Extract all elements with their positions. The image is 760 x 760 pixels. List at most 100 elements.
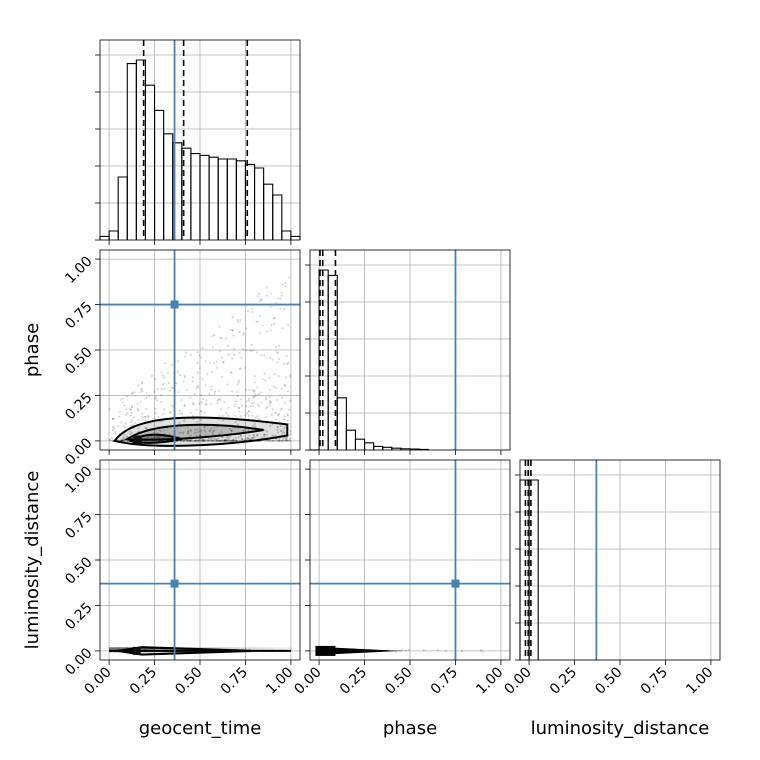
sample-point (188, 439, 191, 442)
sample-point (153, 431, 156, 434)
sample-point (180, 431, 183, 434)
sample-point (271, 439, 274, 442)
sample-point (246, 438, 249, 441)
sample-point (400, 649, 403, 652)
sample-point (156, 388, 159, 391)
sample-point (120, 439, 123, 442)
sample-point (182, 380, 185, 383)
sample-point (203, 439, 206, 442)
sample-point (217, 389, 220, 392)
sample-point (268, 404, 271, 407)
sample-point (251, 307, 254, 310)
sample-point (271, 358, 274, 361)
sample-point (461, 649, 464, 652)
sample-point (256, 433, 259, 436)
sample-point (198, 367, 201, 370)
sample-point (198, 354, 201, 357)
sample-point (280, 294, 283, 297)
sample-point (163, 429, 166, 432)
sample-point (213, 439, 216, 442)
sample-point (211, 346, 214, 349)
sample-point (247, 414, 250, 417)
sample-point (233, 414, 236, 417)
sample-point (210, 427, 213, 430)
sample-point (277, 439, 280, 442)
sample-point (199, 434, 202, 437)
sample-point (233, 439, 236, 442)
sample-point (273, 373, 276, 376)
sample-point (111, 425, 114, 428)
sample-point (155, 395, 158, 398)
sample-point (247, 429, 250, 432)
sample-point (281, 432, 284, 435)
sample-point (197, 439, 200, 442)
sample-point (141, 381, 144, 384)
sample-point (285, 355, 288, 358)
y-axis-label: luminosity_distance (22, 471, 43, 650)
sample-point (231, 439, 234, 442)
sample-point (280, 387, 283, 390)
sample-point (187, 430, 190, 433)
sample-point (119, 398, 122, 401)
sample-point (225, 412, 228, 415)
sample-point (223, 439, 226, 442)
sample-point (215, 437, 218, 440)
sample-point (137, 427, 140, 430)
sample-point (230, 372, 233, 375)
sample-point (189, 353, 192, 356)
sample-point (283, 307, 286, 310)
sample-point (273, 322, 276, 325)
sample-point (268, 439, 271, 442)
sample-point (204, 384, 207, 387)
sample-point (121, 438, 124, 441)
sample-point (233, 439, 236, 442)
sample-point (230, 371, 233, 374)
sample-point (253, 381, 256, 384)
sample-point (258, 418, 261, 421)
sample-point (144, 415, 147, 418)
sample-point (162, 408, 165, 411)
sample-point (283, 384, 286, 387)
sample-point (253, 436, 256, 439)
sample-point (265, 396, 268, 399)
sample-point (270, 413, 273, 416)
sample-point (213, 362, 216, 365)
sample-point (191, 439, 194, 442)
sample-point (223, 439, 226, 442)
sample-point (131, 424, 134, 427)
sample-point (283, 426, 286, 429)
sample-point (240, 404, 243, 407)
sample-point (189, 439, 192, 442)
sample-point (224, 439, 227, 442)
sample-point (255, 320, 258, 323)
sample-point (181, 439, 184, 442)
sample-point (236, 422, 239, 425)
sample-point (213, 437, 216, 440)
sample-point (258, 331, 261, 334)
sample-point (232, 439, 235, 442)
sample-point (242, 348, 245, 351)
sample-point (251, 436, 254, 439)
sample-point (226, 439, 229, 442)
sample-point (275, 386, 278, 389)
sample-point (123, 439, 126, 442)
sample-point (232, 438, 235, 441)
sample-point (285, 438, 288, 441)
sample-point (257, 417, 260, 420)
sample-point (124, 413, 127, 416)
sample-point (253, 375, 256, 378)
sample-point (178, 412, 181, 415)
sample-point (215, 366, 218, 369)
sample-point (204, 403, 207, 406)
x-tick-label: 1.00 (473, 664, 506, 697)
sample-point (226, 383, 229, 386)
sample-point (236, 383, 239, 386)
phase-vs-luminosity_distance-panel (305, 459, 511, 665)
sample-point (252, 395, 255, 398)
sample-point (112, 417, 115, 420)
sample-point (267, 439, 270, 442)
sample-point (196, 420, 199, 423)
sample-point (193, 392, 196, 395)
sample-point (234, 439, 237, 442)
sample-point (239, 398, 242, 401)
